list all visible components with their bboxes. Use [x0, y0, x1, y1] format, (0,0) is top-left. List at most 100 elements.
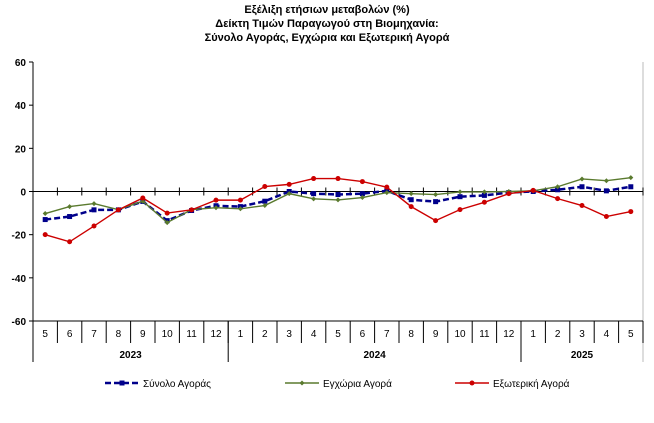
data-point [481, 189, 487, 195]
data-point [335, 176, 341, 182]
data-point [42, 217, 48, 223]
data-point [359, 195, 365, 201]
year-label: 2025 [571, 350, 594, 361]
y-tick-label: 20 [15, 144, 27, 155]
x-tick-label: 11 [186, 329, 197, 340]
x-tick-label: 6 [360, 329, 366, 340]
x-tick-label: 9 [433, 329, 439, 340]
data-point [628, 209, 634, 215]
data-point [433, 199, 439, 205]
legend-label: Εξωτερική Αγορά [493, 378, 570, 390]
data-point [359, 179, 365, 185]
x-tick-label: 7 [384, 329, 390, 340]
data-point [311, 176, 317, 182]
x-tick-label: 10 [454, 329, 466, 340]
x-tick-label: 3 [579, 329, 585, 340]
y-tick-label: 40 [15, 101, 27, 112]
data-point [286, 191, 292, 197]
x-tick-label: 5 [335, 329, 341, 340]
y-tick-label: -20 [12, 231, 27, 242]
data-point [67, 214, 73, 220]
x-tick-label: 11 [479, 329, 490, 340]
data-point [335, 192, 341, 198]
data-point [91, 207, 97, 213]
data-point [457, 207, 463, 213]
data-point [286, 181, 292, 187]
data-point [555, 184, 561, 190]
data-point [408, 197, 414, 203]
x-tick-label: 8 [408, 329, 414, 340]
data-point [213, 205, 219, 211]
x-tick-label: 10 [162, 329, 174, 340]
x-tick-label: 12 [503, 329, 515, 340]
x-tick-label: 5 [42, 329, 48, 340]
data-point [506, 191, 512, 197]
data-point [262, 198, 268, 204]
data-point [530, 187, 536, 193]
data-point [555, 187, 561, 193]
data-point [311, 191, 317, 197]
data-point [628, 184, 634, 190]
y-tick-label: -60 [12, 317, 27, 328]
data-point [433, 192, 439, 198]
data-point [140, 195, 146, 201]
y-tick-label: 60 [15, 58, 27, 69]
title-line-3: Σύνολο Αγοράς, Εγχώρια και Εξωτερική Αγο… [204, 32, 450, 44]
legend-label: Σύνολο Αγοράς [143, 378, 211, 390]
data-point [481, 192, 487, 198]
data-point [555, 196, 561, 202]
data-point [603, 178, 609, 184]
legend-marker [299, 380, 305, 386]
data-point [457, 194, 463, 200]
data-point [408, 191, 414, 197]
series-line [45, 177, 631, 243]
data-point [359, 191, 365, 197]
legend-label: Εγχώρια Αγορά [323, 378, 392, 390]
chart-title: Εξέλιξη ετήσιων μεταβολών (%) Δείκτη Τιμ… [0, 3, 654, 45]
data-point [67, 239, 73, 245]
data-point [262, 184, 268, 190]
data-point [603, 188, 609, 194]
legend-marker [469, 380, 475, 386]
year-label: 2023 [119, 350, 142, 361]
x-tick-label: 3 [286, 329, 292, 340]
data-point [91, 201, 97, 207]
data-point [42, 211, 48, 217]
title-line-2: Δείκτη Τιμών Παραγωγού στη Βιομηχανία: [215, 18, 439, 30]
data-point [237, 197, 243, 203]
data-point [42, 232, 48, 238]
y-tick-label: 0 [20, 188, 26, 199]
data-point [262, 203, 268, 209]
x-tick-label: 2 [555, 329, 561, 340]
data-point [67, 204, 73, 210]
title-line-1: Εξέλιξη ετήσιων μεταβολών (%) [244, 4, 410, 16]
data-point [91, 223, 97, 229]
data-point [164, 220, 170, 226]
x-tick-label: 5 [628, 329, 634, 340]
x-tick-label: 2 [262, 329, 268, 340]
data-point [384, 190, 390, 196]
data-point [481, 199, 487, 205]
x-tick-label: 9 [140, 329, 146, 340]
x-tick-label: 8 [116, 329, 122, 340]
y-tick-label: -40 [12, 274, 27, 285]
data-point [213, 197, 219, 203]
data-point [433, 218, 439, 224]
data-point [579, 203, 585, 209]
data-point [579, 176, 585, 182]
data-point [237, 206, 243, 212]
x-tick-label: 12 [210, 329, 222, 340]
x-tick-label: 7 [91, 329, 97, 340]
x-tick-label: 1 [530, 329, 536, 340]
legend-marker [119, 380, 125, 386]
x-tick-label: 6 [67, 329, 73, 340]
x-tick-label: 1 [238, 329, 244, 340]
data-point [628, 175, 634, 181]
data-point [384, 184, 390, 190]
year-label: 2024 [363, 350, 386, 361]
data-point [164, 210, 170, 216]
data-point [457, 189, 463, 195]
data-point [189, 207, 195, 213]
x-tick-label: 4 [604, 329, 610, 340]
